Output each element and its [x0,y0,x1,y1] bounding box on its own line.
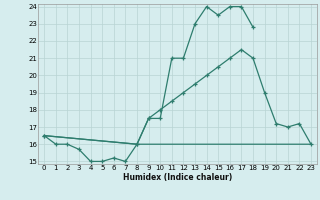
X-axis label: Humidex (Indice chaleur): Humidex (Indice chaleur) [123,173,232,182]
